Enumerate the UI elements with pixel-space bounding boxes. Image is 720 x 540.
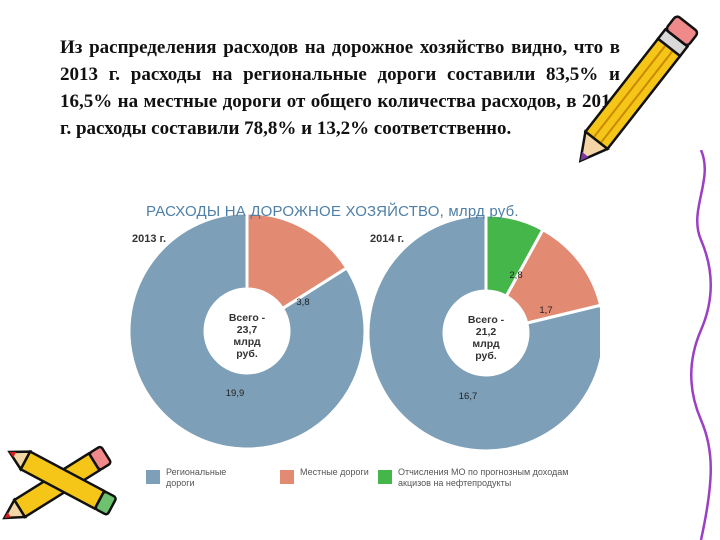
- year-label-2013: 2013 г.: [132, 233, 167, 245]
- slice-value-label: 16,7: [459, 391, 478, 402]
- legend-label: Отчисления МО по прогнозным доходам акци…: [398, 467, 569, 488]
- legend-label: Региональные дороги: [166, 467, 227, 488]
- slice-value-label: 3,8: [296, 297, 309, 308]
- intro-paragraph: Из распределения расходов на дорожное хо…: [60, 37, 620, 139]
- decorative-wave: [690, 150, 712, 540]
- legend-item-local: Местные дороги: [280, 467, 370, 491]
- legend-item-mo: Отчисления МО по прогнозным доходам акци…: [378, 467, 598, 491]
- legend-swatch: [146, 470, 160, 484]
- year-label-2014: 2014 г.: [370, 233, 405, 245]
- crossed-pencils-icon: [2, 445, 117, 520]
- legend-swatch: [280, 470, 294, 484]
- expenses-figure: 19,9 3,8 16,7 2,8 1,7 РАСХОДЫ НА ДОРОЖНОЕ ХО…: [120, 195, 600, 495]
- pencil-icon: [578, 15, 699, 163]
- total-label-2013: Всего - 23,7 млрд руб.: [228, 312, 266, 360]
- slice-value-label: 1,7: [539, 305, 552, 316]
- donut-charts: 19,9 3,8 16,7 2,8 1,7: [127, 211, 600, 453]
- donut-hole: [444, 291, 528, 375]
- legend-label: Местные дороги: [300, 467, 369, 477]
- total-label-2014: Всего - 21,2 млрд руб.: [467, 314, 505, 362]
- slice-value-label: 2,8: [509, 270, 522, 281]
- chart-title: РАСХОДЫ НА ДОРОЖНОЕ ХОЗЯЙСТВО, млрд руб.: [146, 203, 519, 220]
- slice-value-label: 19,9: [226, 388, 245, 399]
- donut-hole: [205, 289, 289, 373]
- legend-item-regional: Региональные дороги: [146, 467, 256, 491]
- legend-swatch: [378, 470, 392, 484]
